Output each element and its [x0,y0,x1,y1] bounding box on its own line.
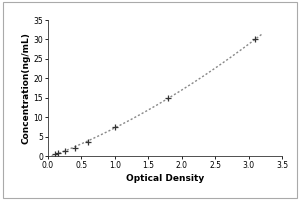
X-axis label: Optical Density: Optical Density [126,174,204,183]
Y-axis label: Concentration(ng/mL): Concentration(ng/mL) [22,32,31,144]
